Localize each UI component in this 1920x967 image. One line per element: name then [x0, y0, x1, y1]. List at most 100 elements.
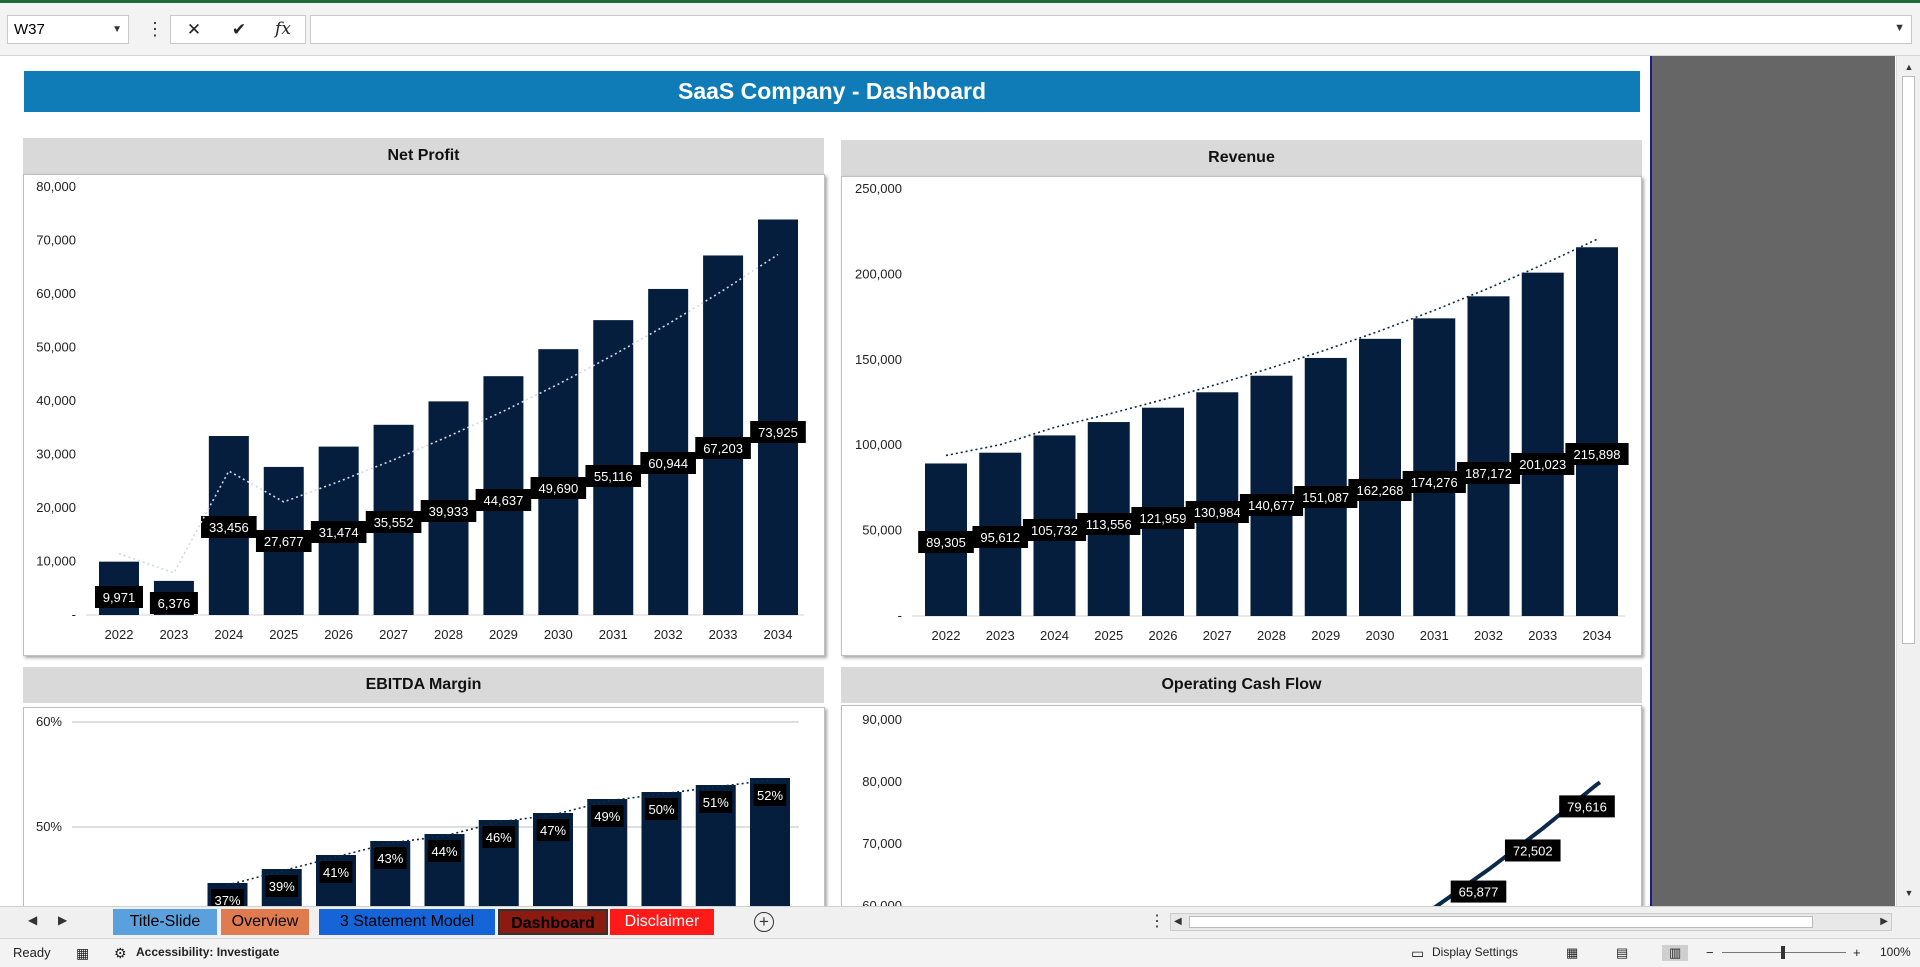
y-tick-label: 80,000 [36, 179, 76, 194]
accessibility-status[interactable]: Accessibility: Investigate [136, 945, 280, 959]
data-label: 27,677 [264, 534, 304, 549]
tab-disclaimer[interactable]: Disclaimer [610, 909, 714, 935]
y-tick-label: 60,000 [862, 898, 902, 907]
operating-cash-flow-chart[interactable]: 50,00060,00070,00080,00090,00059,70965,8… [841, 705, 1642, 908]
zoom-slider-handle[interactable] [1781, 946, 1785, 959]
net-profit-header: Net Profit [23, 138, 824, 174]
y-tick-label: 30,000 [36, 447, 76, 462]
formula-input[interactable]: ▼ [310, 15, 1912, 44]
add-sheet-icon[interactable]: + [754, 912, 774, 932]
data-label: 72,502 [1513, 843, 1553, 858]
net-profit-chart[interactable]: - 10,000 20,000 30,000 40,000 50,000 60,000 70,… [23, 174, 825, 656]
data-label: 39% [269, 879, 295, 894]
status-bar: Ready ▦ ⚙ Accessibility: Investigate ▭ D… [0, 938, 1920, 967]
data-label-box [1565, 443, 1629, 465]
data-label: 174,276 [1411, 475, 1458, 490]
x-tick-label: 2022 [105, 627, 134, 642]
zoom-in-icon[interactable]: + [1853, 945, 1861, 960]
macro-record-icon[interactable]: ▦ [76, 945, 90, 961]
vertical-scrollbar[interactable]: ▲ ▼ [1896, 56, 1920, 906]
display-settings-button[interactable]: Display Settings [1432, 945, 1519, 959]
y-tick-label: 90,000 [862, 712, 902, 727]
data-label: 43% [377, 851, 403, 866]
data-label-box [753, 784, 787, 806]
y-tick-label: 100,000 [855, 437, 902, 452]
tab-overview[interactable]: Overview [221, 909, 309, 935]
data-label-box [1402, 471, 1466, 493]
data-label-box [373, 847, 407, 869]
display-settings-icon[interactable]: ▭ [1411, 945, 1425, 961]
y-tick-label: 70,000 [36, 233, 76, 248]
horizontal-scrollbar[interactable]: ◀ ▶ [1170, 913, 1892, 931]
data-label: 162,268 [1357, 483, 1404, 498]
data-label: 65,877 [1459, 885, 1499, 900]
x-tick-label: 2031 [1420, 628, 1449, 643]
scroll-up-icon[interactable]: ▲ [1904, 62, 1914, 72]
data-label: 39,933 [429, 504, 469, 519]
x-tick-label: 2024 [214, 627, 243, 642]
zoom-out-icon[interactable]: − [1706, 945, 1714, 960]
data-label-box [255, 530, 312, 552]
data-label: 201,023 [1519, 457, 1566, 472]
y-tick-label: 80,000 [862, 774, 902, 789]
name-box[interactable]: W37 ▼ [7, 15, 129, 44]
data-label-box [1185, 501, 1249, 523]
ocf-header: Operating Cash Flow [841, 667, 1642, 703]
page-break-view-icon[interactable]: ▥ [1662, 945, 1689, 961]
data-label: 95,612 [980, 530, 1020, 545]
data-label-box [640, 452, 696, 474]
insert-function-icon[interactable]: fx [275, 19, 291, 39]
cancel-icon[interactable]: ✕ [186, 20, 202, 39]
bar [1413, 318, 1456, 616]
data-label: 46% [486, 830, 512, 845]
enter-icon[interactable]: ✔ [231, 20, 247, 39]
x-tick-label: 2024 [1040, 628, 1069, 643]
horizontal-scroll-thumb[interactable] [1189, 916, 1813, 928]
x-tick-label: 2027 [1203, 628, 1232, 643]
data-label: 44,637 [484, 493, 524, 508]
data-label-box [319, 861, 353, 883]
data-label: 140,677 [1248, 498, 1295, 513]
name-box-dropdown-icon[interactable]: ▼ [112, 24, 122, 35]
data-label-box [645, 798, 678, 820]
data-label: 9,971 [103, 590, 136, 605]
bar [1576, 247, 1618, 616]
scroll-left-icon[interactable]: ◀ [1174, 916, 1182, 927]
ebitda-header: EBITDA Margin [23, 667, 824, 703]
tab-title-slide[interactable]: Title-Slide [113, 909, 217, 935]
more-options-icon[interactable]: ⋮ [146, 19, 164, 39]
data-label-box [699, 791, 733, 813]
revenue-chart[interactable]: - 50,000 100,000 150,000 200,000 250,000 89,30… [841, 176, 1642, 656]
next-sheet-icon[interactable]: ▶ [58, 913, 68, 927]
x-tick-label: 2027 [379, 627, 408, 642]
x-tick-label: 2023 [986, 628, 1015, 643]
prev-sheet-icon[interactable]: ◀ [28, 913, 38, 927]
data-label: 113,556 [1086, 517, 1132, 532]
x-tick-label: 2030 [544, 627, 573, 642]
y-tick-label: 60% [36, 714, 62, 729]
y-tick-label: 60,000 [36, 286, 76, 301]
data-label: 41% [323, 865, 349, 880]
normal-view-icon[interactable]: ▦ [1566, 945, 1579, 960]
more-tabs-icon[interactable]: ⋮ [1149, 913, 1165, 930]
ebitda-margin-chart[interactable]: 40%50%60%37%39%41%43%44%46%47%49%50%51%5… [23, 707, 825, 908]
data-label-box [695, 437, 751, 459]
scroll-down-icon[interactable]: ▼ [1904, 888, 1914, 898]
dashboard-title: SaaS Company - Dashboard [24, 71, 1640, 112]
page-layout-icon[interactable]: ▤ [1616, 945, 1629, 960]
data-label-box [1239, 494, 1304, 516]
vertical-scroll-thumb[interactable] [1902, 76, 1915, 644]
scroll-right-icon[interactable]: ▶ [1880, 916, 1888, 927]
zoom-level[interactable]: 100% [1880, 945, 1911, 959]
x-tick-label: 2025 [269, 627, 298, 642]
expand-formula-icon[interactable]: ▼ [1894, 22, 1905, 34]
x-tick-label: 2023 [159, 627, 188, 642]
x-tick-label: 2030 [1366, 628, 1395, 643]
trendline [118, 253, 779, 574]
y-tick-label: 20,000 [36, 500, 76, 515]
tab-3-statement-model[interactable]: 3 Statement Model [319, 909, 495, 935]
data-label-box [536, 819, 570, 841]
tab-dashboard[interactable]: Dashboard [498, 909, 608, 935]
accessibility-icon[interactable]: ⚙ [114, 945, 127, 961]
data-label-box [365, 511, 422, 533]
